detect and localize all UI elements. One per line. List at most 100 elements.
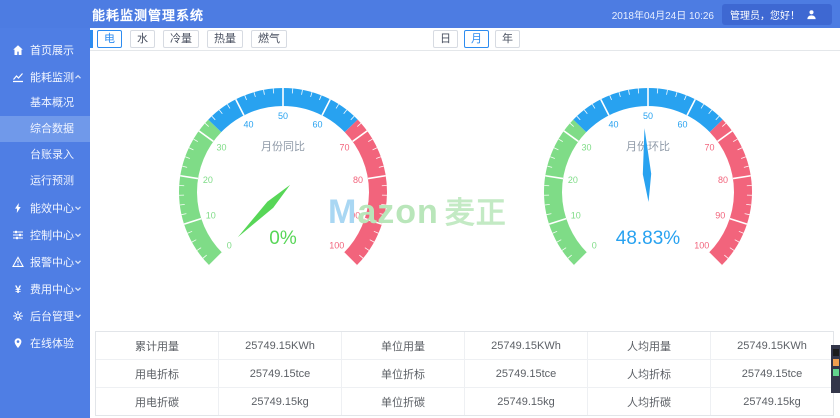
- gauge-minor-tick: [343, 109, 348, 115]
- gauge-major-tick: [352, 130, 368, 143]
- gauge-major-tick: [545, 174, 564, 180]
- energy-icon: [12, 202, 24, 214]
- sidebar-item-energy-monitor[interactable]: 能耗监测: [0, 63, 90, 90]
- period-button-月[interactable]: 月: [464, 30, 489, 48]
- gauge-minor-tick: [744, 213, 750, 216]
- gauge-minor-tick: [576, 115, 581, 121]
- gauge-needle: [237, 184, 291, 238]
- gauge-minor-tick: [733, 138, 738, 142]
- gauge-minor-tick: [609, 95, 612, 101]
- gauge-major-tick: [321, 98, 331, 116]
- widget-dot: [832, 349, 839, 356]
- gauge-tick-label: 70: [339, 142, 349, 152]
- tab-indicator: [90, 30, 93, 48]
- tab-冷量[interactable]: 冷量: [163, 30, 199, 48]
- period-button-年[interactable]: 年: [495, 30, 520, 48]
- sidebar-item-label: 在线体验: [30, 337, 74, 350]
- table-value-cell: 25749.15kg: [465, 388, 588, 415]
- gauge-minor-tick: [553, 147, 559, 151]
- chart-icon: [12, 71, 24, 83]
- gauge-tick-label: 0: [227, 241, 232, 251]
- gauge-major-tick: [708, 252, 723, 267]
- sidebar-item-control-center[interactable]: 控制中心: [0, 221, 90, 248]
- gauge-minor-tick: [319, 95, 322, 101]
- table-label-cell: 单位折标: [342, 360, 465, 387]
- sidebar-item-label: 后台管理: [30, 310, 74, 323]
- gauge-major-tick: [367, 174, 386, 180]
- sidebar-item-home[interactable]: 首页展示: [0, 36, 90, 63]
- gauge-minor-tick: [356, 122, 362, 127]
- gauge-2: 0 10 20 30 40 50 60 70 80 90 100 月份环比 48.83%: [544, 88, 752, 267]
- watermark-cjk: 麦正: [444, 197, 507, 230]
- gauge-minor-tick: [547, 165, 553, 168]
- gauge-minor-tick: [378, 165, 384, 168]
- table-label-cell: 人均折标: [588, 360, 711, 387]
- table-label-cell: 累计用量: [96, 332, 219, 359]
- gauge-minor-tick: [218, 109, 223, 115]
- chevron-down-icon: [74, 312, 82, 320]
- gauge-tick-label: 80: [353, 175, 363, 185]
- sidebar-item-admin[interactable]: 后台管理: [0, 302, 90, 329]
- gauge-minor-tick: [191, 239, 197, 243]
- home-icon: [12, 44, 24, 56]
- gauge-minor-tick: [724, 254, 729, 259]
- gauge-minor-tick: [187, 230, 193, 234]
- chevron-up-icon: [74, 73, 82, 81]
- gauge-minor-tick: [202, 254, 207, 259]
- widget-dot: [832, 359, 839, 366]
- user-menu-button[interactable]: 管理员，您好！: [722, 3, 832, 25]
- floating-widget[interactable]: [831, 345, 840, 393]
- gauge-minor-tick: [373, 230, 379, 234]
- gauge-title: 月份同比: [261, 140, 305, 153]
- gauge-tick-label: 50: [278, 111, 288, 121]
- gauge-tick-label: 80: [718, 175, 728, 185]
- period-selector: 日月年: [433, 30, 520, 48]
- gauge-major-tick: [208, 252, 223, 267]
- sidebar-item-cost-center[interactable]: ¥ 费用中心: [0, 275, 90, 302]
- gauge-major-tick: [573, 252, 588, 267]
- gauge-minor-tick: [556, 239, 562, 243]
- gauge-tick-label: 60: [312, 119, 322, 129]
- gauge-tick-label: 90: [350, 210, 360, 220]
- gauge-value: 48.83%: [616, 228, 681, 249]
- gauge-minor-tick: [618, 92, 621, 98]
- gauge-minor-tick: [684, 95, 687, 101]
- table-label-cell: 人均用量: [588, 332, 711, 359]
- location-icon: [12, 337, 24, 349]
- tab-燃气[interactable]: 燃气: [251, 30, 287, 48]
- gauge-minor-tick: [181, 213, 187, 216]
- sidebar-item-online[interactable]: 在线体验: [0, 329, 90, 356]
- gauge-segment: [179, 119, 223, 266]
- gauge-minor-tick: [743, 165, 749, 168]
- sidebar-item-alarm-center[interactable]: 报警中心: [0, 248, 90, 275]
- gauge-minor-tick: [185, 156, 190, 159]
- period-button-日[interactable]: 日: [433, 30, 458, 48]
- gauge-minor-tick: [310, 92, 313, 98]
- gauge-minor-tick: [376, 156, 381, 159]
- tab-热量[interactable]: 热量: [207, 30, 243, 48]
- gauge-minor-tick: [558, 138, 563, 142]
- gauge-segment: [544, 119, 588, 266]
- gauge-minor-tick: [666, 89, 668, 95]
- gauge-minor-tick: [226, 103, 231, 109]
- tab-电[interactable]: 电: [97, 30, 122, 48]
- tab-水[interactable]: 水: [130, 30, 155, 48]
- gauge-minor-tick: [211, 115, 216, 121]
- summary-table: 累计用量 25749.15KWh 单位用量 25749.15KWh 人均用量 25749.…: [95, 331, 834, 416]
- gauge-major-tick: [235, 98, 245, 116]
- table-row: 用电折标 25749.15tce 单位折标 25749.15tce 人均折标 25749.…: [96, 360, 833, 388]
- gauge-major-tick: [183, 217, 202, 225]
- gauge-minor-tick: [359, 254, 364, 259]
- sidebar-subitem[interactable]: 台账录入: [30, 149, 74, 161]
- sidebar-item-label: 能耗监测: [30, 71, 74, 84]
- sidebar-subitem[interactable]: 基本概况: [30, 97, 74, 109]
- gauge-minor-tick: [675, 92, 678, 98]
- sidebar-item-efficiency-center[interactable]: 能效中心: [0, 194, 90, 221]
- gauge-major-tick: [729, 217, 748, 225]
- sidebar-subitem[interactable]: 综合数据: [0, 116, 90, 142]
- gauge-major-tick: [548, 217, 567, 225]
- gauge-minor-tick: [569, 122, 575, 127]
- sidebar-subitem[interactable]: 运行预测: [30, 175, 74, 187]
- table-label-cell: 用电折标: [96, 360, 219, 387]
- gauge-minor-tick: [737, 147, 743, 151]
